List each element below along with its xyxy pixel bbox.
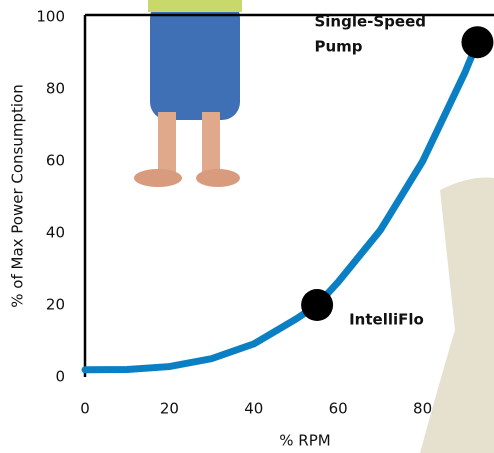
y-tick-label: 0	[55, 368, 65, 386]
x-tick-label: 0	[80, 400, 90, 418]
x-tick-label: 60	[329, 400, 348, 418]
y-tick-label: 40	[46, 224, 65, 242]
operating-point	[461, 26, 494, 59]
pump-housing	[420, 177, 494, 453]
shorts	[150, 0, 240, 120]
point-label: Pump	[314, 38, 362, 56]
plot-area	[81, 26, 494, 374]
y-tick-label: 80	[46, 80, 65, 98]
background-photo	[134, 0, 494, 453]
waistband	[148, 0, 242, 12]
y-axis-title: % of Max Power Consumption	[9, 84, 27, 308]
foot	[134, 169, 182, 187]
y-tick-label: 60	[46, 152, 65, 170]
y-tick-label: 100	[36, 8, 65, 26]
foot	[196, 169, 240, 187]
leg	[202, 112, 220, 174]
y-tick-label: 20	[46, 296, 65, 314]
operating-point	[301, 289, 334, 321]
point-label: IntelliFlo	[349, 311, 424, 329]
x-tick-label: 80	[413, 400, 432, 418]
x-tick-label: 20	[160, 400, 179, 418]
point-label: Single-Speed	[314, 13, 426, 31]
x-axis-title: % RPM	[279, 432, 330, 450]
x-tick-label: 40	[244, 400, 263, 418]
leg	[158, 112, 176, 174]
